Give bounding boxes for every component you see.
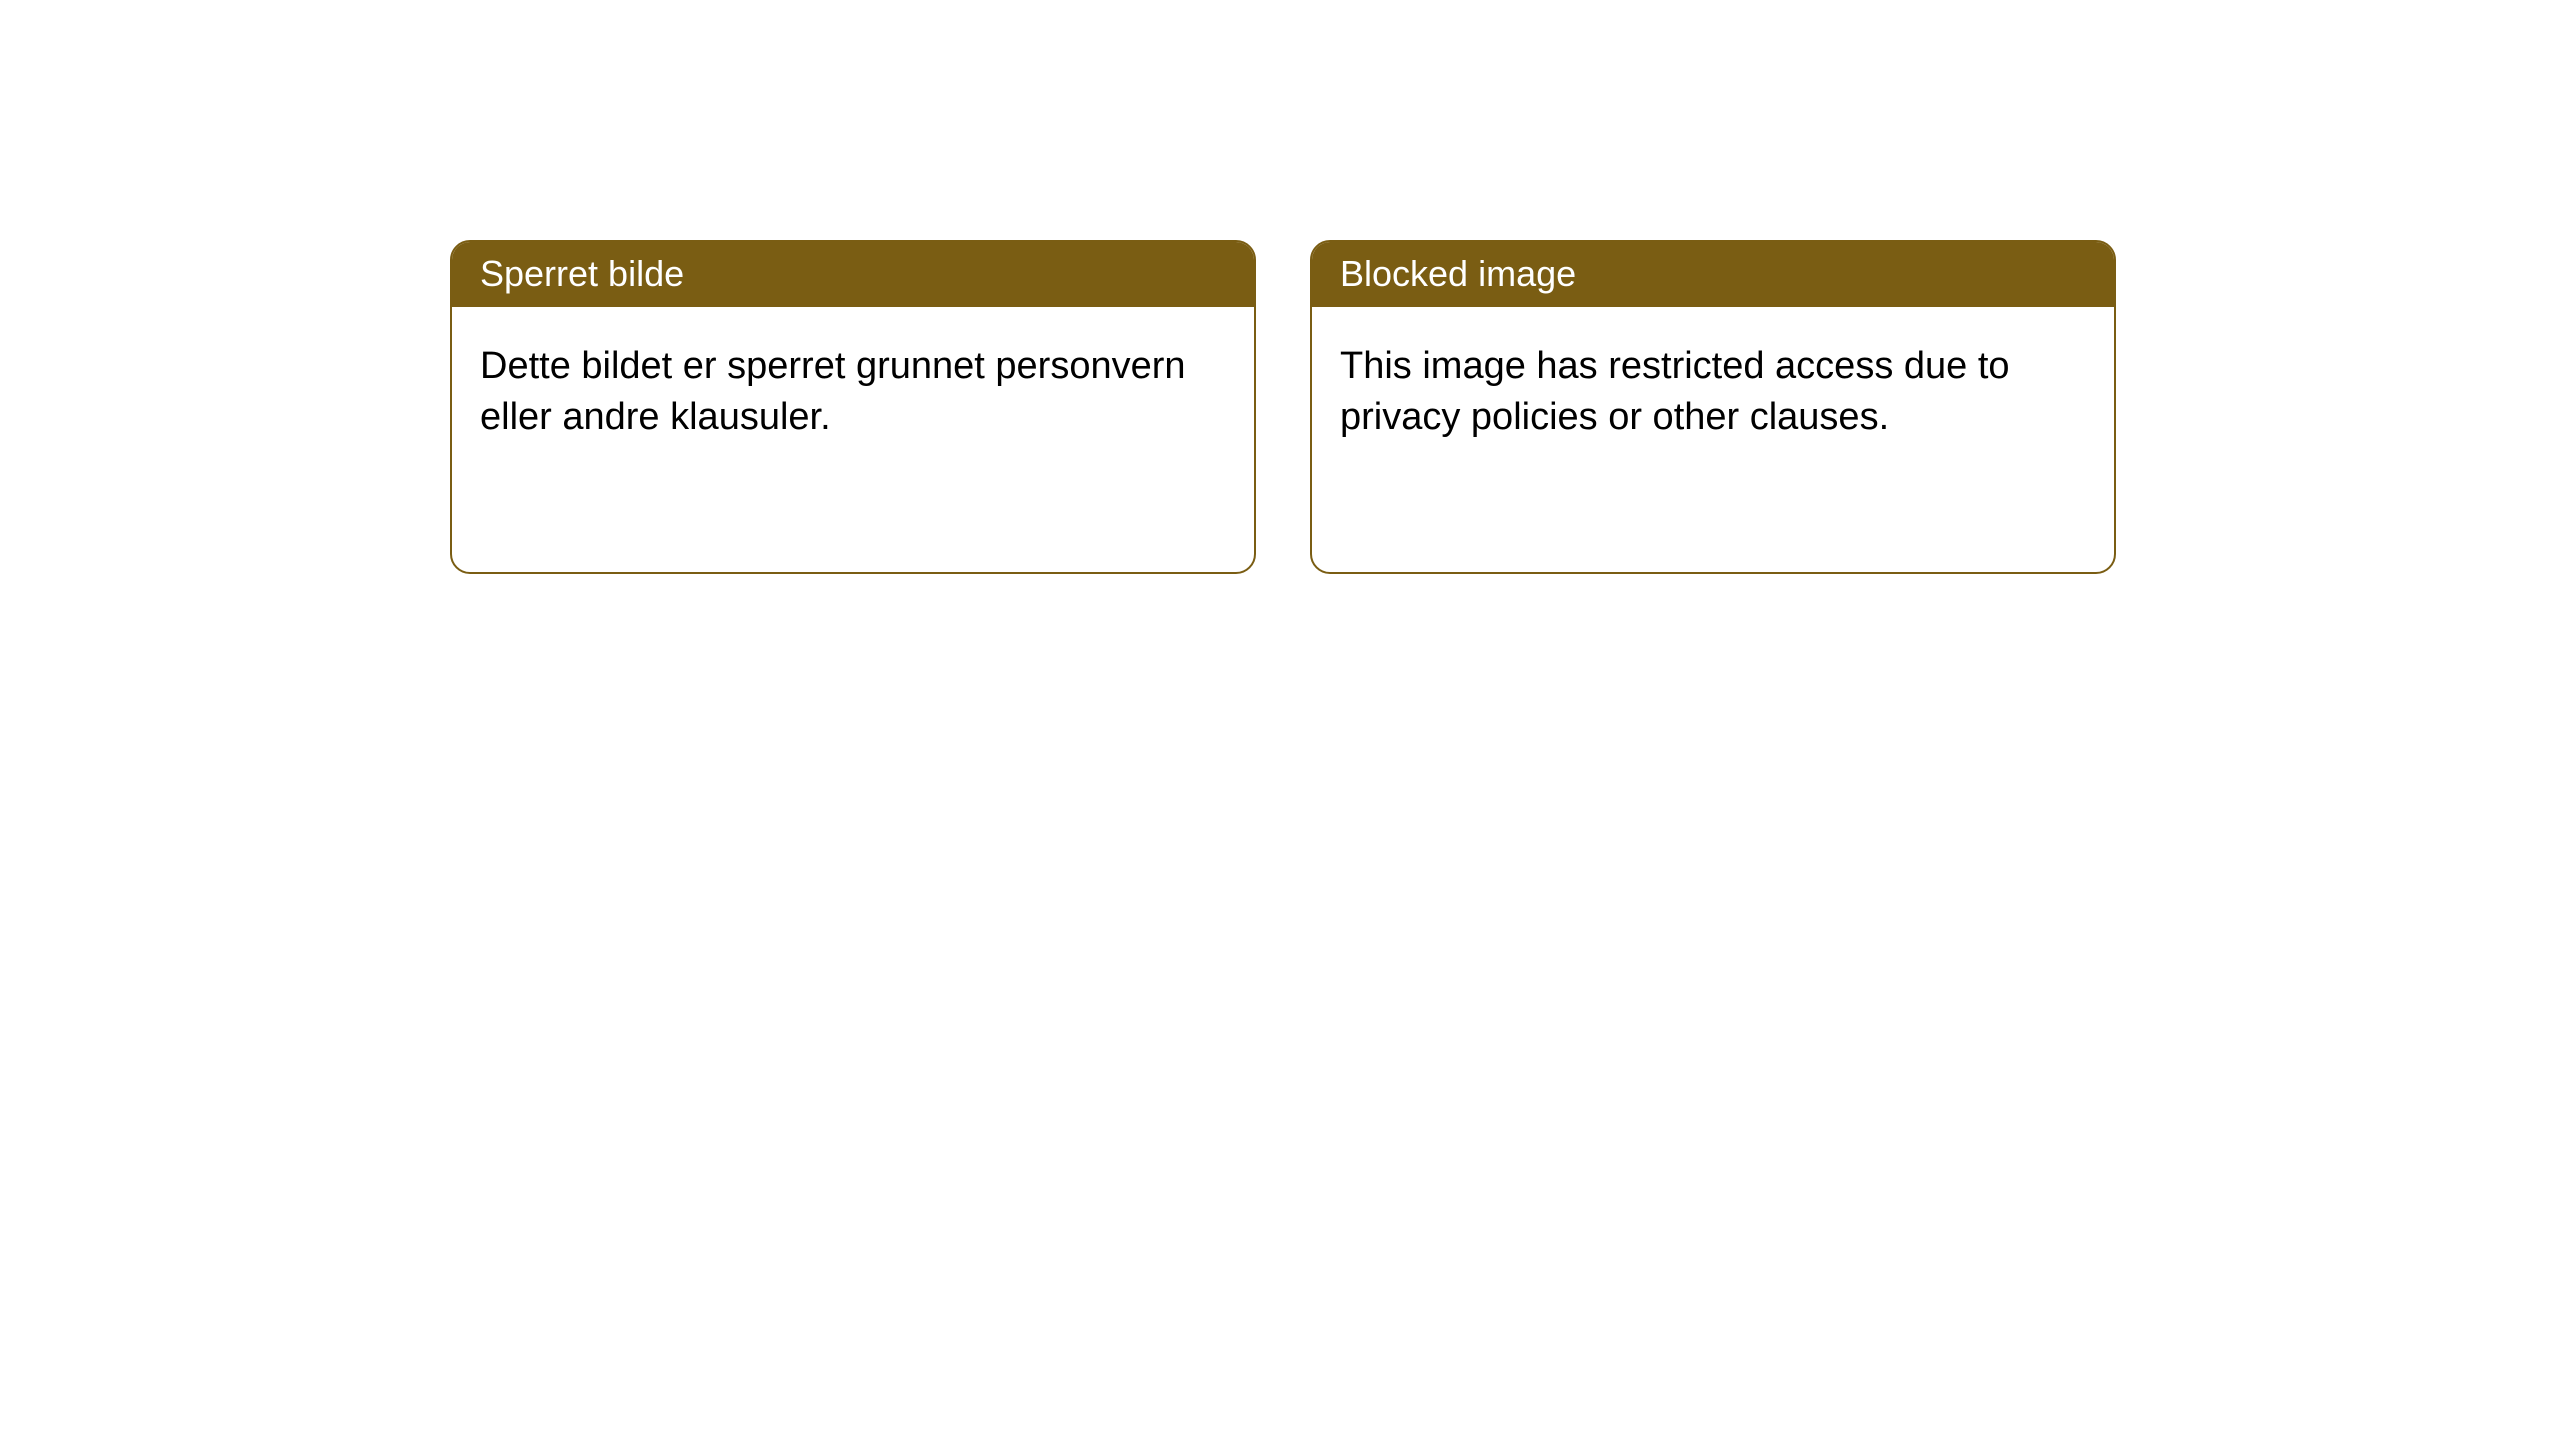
card-title-en: Blocked image [1312,242,2114,307]
blocked-image-card-en: Blocked image This image has restricted … [1310,240,2116,574]
blocked-image-card-no: Sperret bilde Dette bildet er sperret gr… [450,240,1256,574]
card-body-en: This image has restricted access due to … [1312,307,2114,472]
card-body-no: Dette bildet er sperret grunnet personve… [452,307,1254,472]
card-title-no: Sperret bilde [452,242,1254,307]
notice-container: Sperret bilde Dette bildet er sperret gr… [0,0,2560,574]
